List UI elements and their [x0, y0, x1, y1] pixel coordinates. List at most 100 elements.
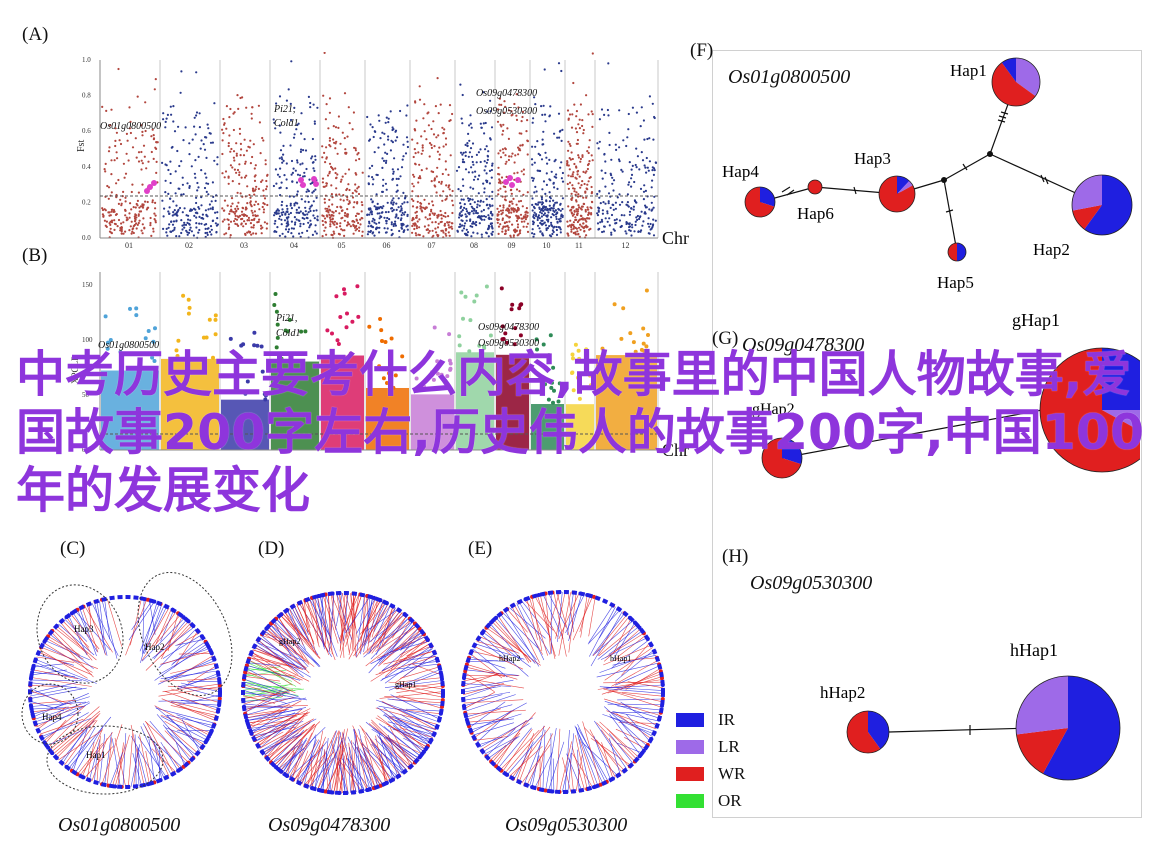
- panel-h-label: (H): [722, 546, 749, 567]
- panel-b-ytick: 150: [82, 281, 93, 289]
- panel-b-gene2a: Pi21,: [275, 313, 297, 324]
- panel-a-gene2a: Pi21,: [273, 104, 295, 115]
- panel-c-hap2: Hap2: [145, 642, 165, 652]
- panel-g-network: gHap1 gHap2: [752, 310, 1140, 479]
- panel-b-grid: [99, 272, 659, 450]
- panel-c-hap3: Hap3: [74, 624, 94, 634]
- panel-a-chr-label: Chr: [662, 228, 689, 248]
- panel-f-hap4: Hap4: [722, 162, 759, 181]
- legend-swatch-lr: [676, 739, 704, 754]
- panel-h-haplotype-pies: [846, 675, 1121, 781]
- panel-a-highlights: [144, 175, 521, 194]
- panel-b-ytick: 50: [82, 391, 90, 399]
- panel-a-xtick: 11: [575, 241, 583, 250]
- panel-a-gene1: Os01g0800500: [100, 121, 161, 132]
- panel-b-gene3a: Os09g0478300: [478, 322, 539, 333]
- panel-a-gene3a: Os09g0478300: [476, 88, 537, 99]
- panel-c-tree: Hap3 Hap2 Hap4 Hap1: [21, 571, 233, 795]
- panel-b-yticks: 0 50 100 150: [82, 281, 93, 454]
- panel-g-ghap1: gHap1: [1012, 310, 1060, 330]
- panel-f-label: (F): [690, 40, 714, 61]
- panel-a-xtick: 05: [338, 241, 346, 250]
- panel-a-xticks: 01 02 03 04 05 06 07 08 09 10 11 12: [125, 241, 630, 250]
- panel-a-gene2b: Cold1: [274, 118, 298, 129]
- panel-h-hhap2: hHap2: [820, 683, 865, 702]
- panel-b-manhattan: 0 50 100 150 XPCLR Chr Os01g0800500 Pi21, C…: [70, 272, 689, 460]
- panel-a-label: (A): [22, 24, 49, 45]
- panel-b-label: (B): [22, 245, 48, 266]
- legend-swatch-or: [676, 793, 704, 808]
- panel-a-yticks: 0.0 0.2 0.4 0.6 0.8 1.0: [82, 56, 91, 242]
- panel-d-ghap2: gHap2: [279, 637, 300, 646]
- legend-item-ir: IR: [676, 706, 745, 733]
- panel-b-bars: [101, 352, 657, 450]
- panel-d-tree: gHap2 gHap1: [241, 591, 445, 795]
- panel-c-branches: [28, 596, 222, 789]
- panel-e-label: (E): [468, 538, 493, 559]
- panel-a-xtick: 08: [470, 241, 478, 250]
- network-box: [712, 50, 1142, 818]
- panel-a-ytick: 0.4: [82, 163, 91, 171]
- panel-e-title: Os09g0530300: [505, 814, 628, 836]
- panel-c-clade-outlines: [21, 571, 233, 795]
- panel-e-tree: hHap2 hHap1: [461, 590, 665, 794]
- panel-a-ytick: 0.0: [82, 234, 91, 242]
- panel-f-hap6: Hap6: [797, 204, 834, 223]
- panel-d-title: Os09g0478300: [268, 814, 391, 836]
- panel-a-ylabel: Fst: [76, 140, 87, 152]
- panel-a-manhattan: 0.0 0.2 0.4 0.6 0.8 1.0 01 02 03 04 05 06 07 08 09 10 1…: [76, 52, 689, 250]
- legend-item-lr: LR: [676, 733, 745, 760]
- panel-b-ylabel: XPCLR: [70, 355, 80, 384]
- legend-swatch-ir: [676, 712, 704, 727]
- panel-g-ghap2: gHap2: [752, 401, 795, 418]
- panel-h-network: hHap1 hHap2: [820, 640, 1121, 781]
- panel-e-hhap1: hHap1: [610, 654, 631, 663]
- panel-f-haplotype-pies: [744, 57, 1133, 262]
- panel-g-haplotype-pies: [761, 347, 1140, 479]
- panel-c-title: Os01g0800500: [58, 814, 181, 836]
- panel-g-title: Os09g0478300: [742, 334, 865, 356]
- panel-g-label: (G): [712, 328, 739, 349]
- panel-a-xtick: 06: [383, 241, 391, 250]
- overlay-headline: 中考历史主要考什么内容,故事里的中国人物故事,爱国故事200字左右,历史伟人的故…: [16, 346, 1145, 519]
- panel-b-gene1: Os01g0800500: [98, 340, 159, 351]
- panel-a-xtick: 03: [240, 241, 248, 250]
- panel-e-hhap2: hHap2: [499, 654, 520, 663]
- panel-c-label: (C): [60, 538, 86, 559]
- panel-h-title: Os09g0530300: [750, 572, 873, 594]
- panel-f-hap1: Hap1: [950, 61, 987, 80]
- panel-a-ytick: 1.0: [82, 56, 91, 64]
- panel-b-points: [103, 284, 650, 405]
- panel-b-gene2b: Cold1: [276, 328, 300, 339]
- panel-f-title: Os01g0800500: [728, 66, 851, 88]
- panel-d-label: (D): [258, 538, 285, 559]
- panel-a-ytick: 0.6: [82, 127, 91, 135]
- panel-a-xtick: 07: [428, 241, 436, 250]
- panel-f-hap5: Hap5: [937, 273, 974, 292]
- panel-d-ghap1: gHap1: [395, 680, 416, 689]
- panel-c-hap1: Hap1: [86, 750, 106, 760]
- panel-a-gene3b: Os09g0530300: [476, 106, 537, 117]
- panel-a-xtick: 12: [622, 241, 630, 250]
- panel-f-network: Hap1 Hap4 Hap3 Hap6 Hap2 Hap5: [722, 57, 1133, 292]
- panel-a-xtick: 09: [508, 241, 516, 250]
- panel-b-ytick: 0: [82, 446, 86, 454]
- panel-a-ytick: 0.8: [82, 92, 91, 100]
- panel-a-xtick: 04: [290, 241, 298, 250]
- panel-b-chr-label: Chr: [662, 440, 689, 460]
- panel-a-xtick: 10: [543, 241, 551, 250]
- legend-swatch-wr: [676, 766, 704, 781]
- panel-h-hhap1: hHap1: [1010, 640, 1058, 660]
- panel-b-ytick: 100: [82, 336, 93, 344]
- panel-a-xtick: 01: [125, 241, 133, 250]
- panel-a-points: [101, 52, 658, 239]
- panel-f-hap2: Hap2: [1033, 240, 1070, 259]
- panel-f-hap3: Hap3: [854, 149, 891, 168]
- panel-a-ytick: 0.2: [82, 198, 91, 206]
- legend-item-wr: WR: [676, 760, 745, 787]
- panel-a-xtick: 02: [185, 241, 193, 250]
- legend: IR LR WR OR: [676, 706, 745, 814]
- panel-a-grid: [99, 60, 659, 238]
- panel-c-hap4: Hap4: [42, 712, 62, 722]
- panel-b-gene3b: Os09g0530300: [478, 338, 539, 349]
